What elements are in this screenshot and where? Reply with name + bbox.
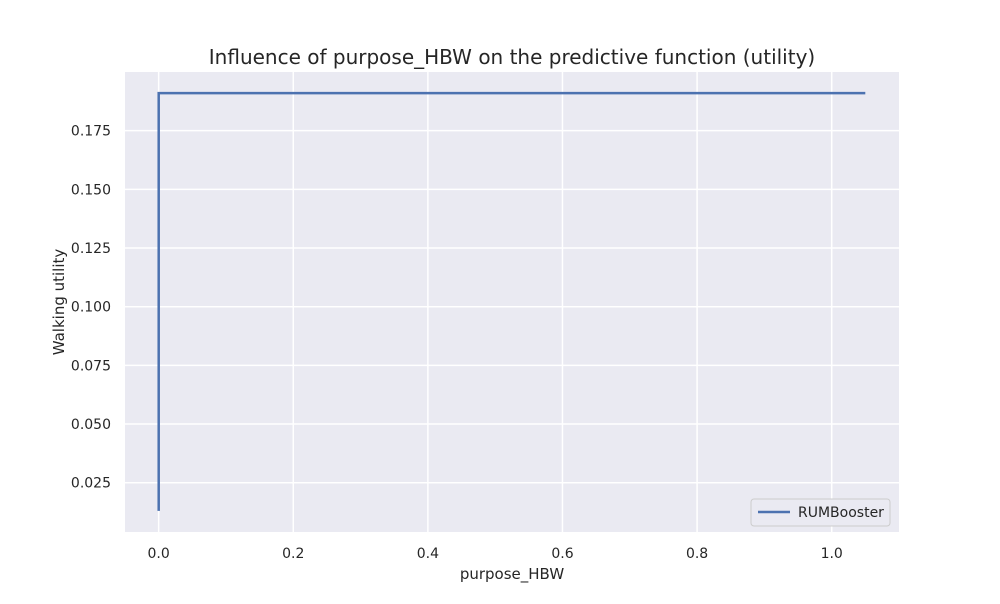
y-tick-label: 0.050 [71, 417, 111, 433]
plot-area [125, 72, 899, 532]
series-layer [157, 91, 866, 511]
y-tick-label: 0.025 [71, 476, 111, 492]
y-axis-title: Walking utility [50, 249, 68, 356]
x-tick-label: 0.6 [551, 546, 573, 562]
y-tick-label: 0.175 [71, 124, 111, 140]
y-tick-label: 0.125 [71, 241, 111, 257]
y-tick-label: 0.100 [71, 300, 111, 316]
legend: RUMBooster [750, 498, 891, 527]
x-axis-title: purpose_HBW [460, 565, 564, 584]
x-tick-label: 0.0 [148, 546, 170, 562]
chart-title: Influence of purpose_HBW on the predicti… [209, 45, 815, 69]
y-tick-label: 0.150 [71, 182, 111, 198]
y-gridlines [125, 129, 899, 484]
y-tick-labels: 0.025 0.050 0.075 0.100 0.125 0.150 0.175 [71, 124, 111, 492]
x-tick-label: 0.8 [686, 546, 708, 562]
legend-label-rumbooster: RUMBooster [798, 505, 884, 521]
x-tick-label: 0.2 [282, 546, 304, 562]
x-tick-label: 0.4 [417, 546, 439, 562]
y-tick-label: 0.075 [71, 358, 111, 374]
legend-box [750, 498, 891, 527]
x-tick-label: 1.0 [821, 546, 843, 562]
x-tick-labels: 0.0 0.2 0.4 0.6 0.8 1.0 [148, 546, 843, 562]
series-line-rumbooster [157, 91, 866, 511]
